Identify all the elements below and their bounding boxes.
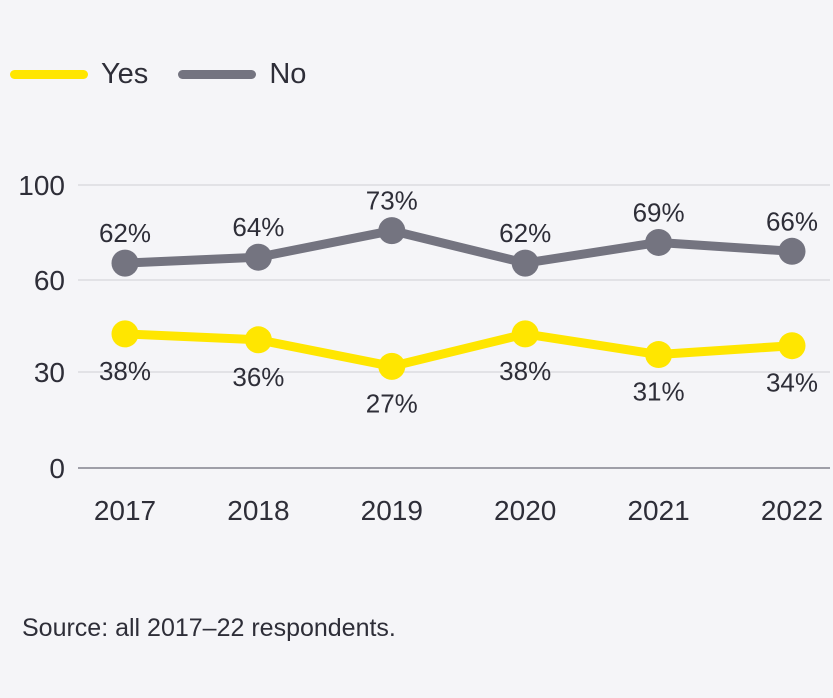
point-label-no-2021: 69%	[633, 197, 685, 227]
point-label-no-2018: 64%	[232, 212, 284, 242]
point-label-yes-2021: 31%	[633, 377, 685, 407]
data-point-no-2020	[511, 249, 539, 277]
data-point-yes-2018	[244, 326, 272, 354]
x-tick-label-2021: 2021	[627, 495, 689, 526]
data-point-no-2021	[645, 228, 673, 256]
point-label-yes-2022: 34%	[766, 368, 818, 398]
data-point-yes-2021	[645, 341, 673, 369]
data-point-no-2018	[244, 243, 272, 271]
y-tick-label-60: 60	[34, 265, 65, 296]
legend-swatch-no-icon	[178, 69, 257, 79]
point-label-yes-2018: 36%	[232, 362, 284, 392]
chart-legend: Yes No	[10, 57, 306, 91]
x-tick-label-2020: 2020	[494, 495, 556, 526]
legend-swatch-yes-icon	[10, 69, 88, 79]
data-point-no-2019	[378, 217, 406, 245]
legend-label-no: No	[269, 58, 307, 90]
data-point-no-2022	[778, 237, 806, 265]
point-label-yes-2019: 27%	[366, 388, 418, 418]
data-point-no-2017	[111, 249, 139, 277]
y-tick-label-100: 100	[18, 170, 65, 201]
x-tick-label-2017: 2017	[94, 495, 156, 526]
x-tick-label-2019: 2019	[361, 495, 423, 526]
data-point-yes-2022	[778, 332, 806, 360]
point-label-no-2017: 62%	[99, 218, 151, 248]
point-label-no-2019: 73%	[366, 186, 418, 216]
point-label-no-2022: 66%	[766, 206, 818, 236]
x-tick-label-2022: 2022	[761, 495, 823, 526]
data-point-yes-2019	[378, 352, 406, 380]
legend-item-yes: Yes	[10, 57, 148, 91]
series-line-yes	[120, 329, 797, 371]
source-note: Source: all 2017–22 respondents.	[22, 614, 396, 642]
data-point-yes-2017	[111, 320, 139, 348]
series-line-no	[120, 226, 797, 268]
x-tick-label-2018: 2018	[227, 495, 289, 526]
legend-label-yes: Yes	[101, 58, 149, 90]
point-label-yes-2020: 38%	[499, 356, 551, 386]
y-tick-label-0: 0	[49, 453, 65, 484]
legend-item-no: No	[178, 57, 306, 91]
y-tick-label-30: 30	[34, 357, 65, 388]
point-label-yes-2017: 38%	[99, 356, 151, 386]
data-point-yes-2020	[511, 320, 539, 348]
point-label-no-2020: 62%	[499, 218, 551, 248]
